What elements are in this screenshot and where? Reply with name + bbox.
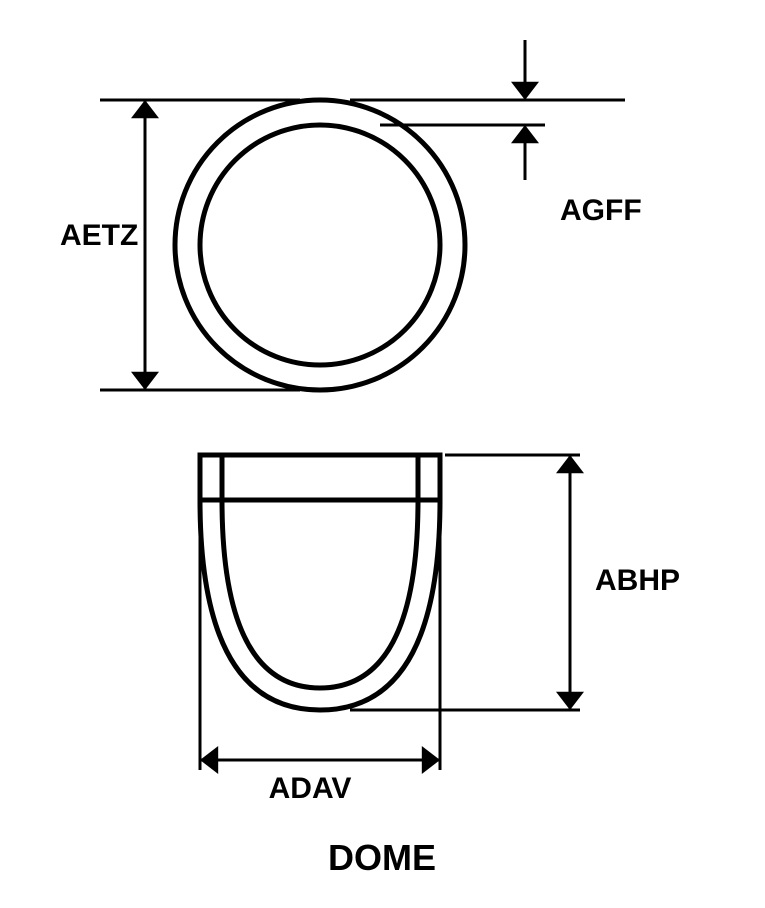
top-view [100,40,625,390]
label-agff: AGFF [560,194,642,227]
dome-inner [222,455,418,688]
label-abhp: ABHP [595,564,680,597]
ring-inner [200,125,440,365]
dome-outer [200,455,440,710]
label-aetz: AETZ [60,219,138,252]
label-adav: ADAV [269,772,352,805]
side-view [200,455,584,774]
ring-outer [175,100,465,390]
title-dome: DOME [328,837,436,878]
